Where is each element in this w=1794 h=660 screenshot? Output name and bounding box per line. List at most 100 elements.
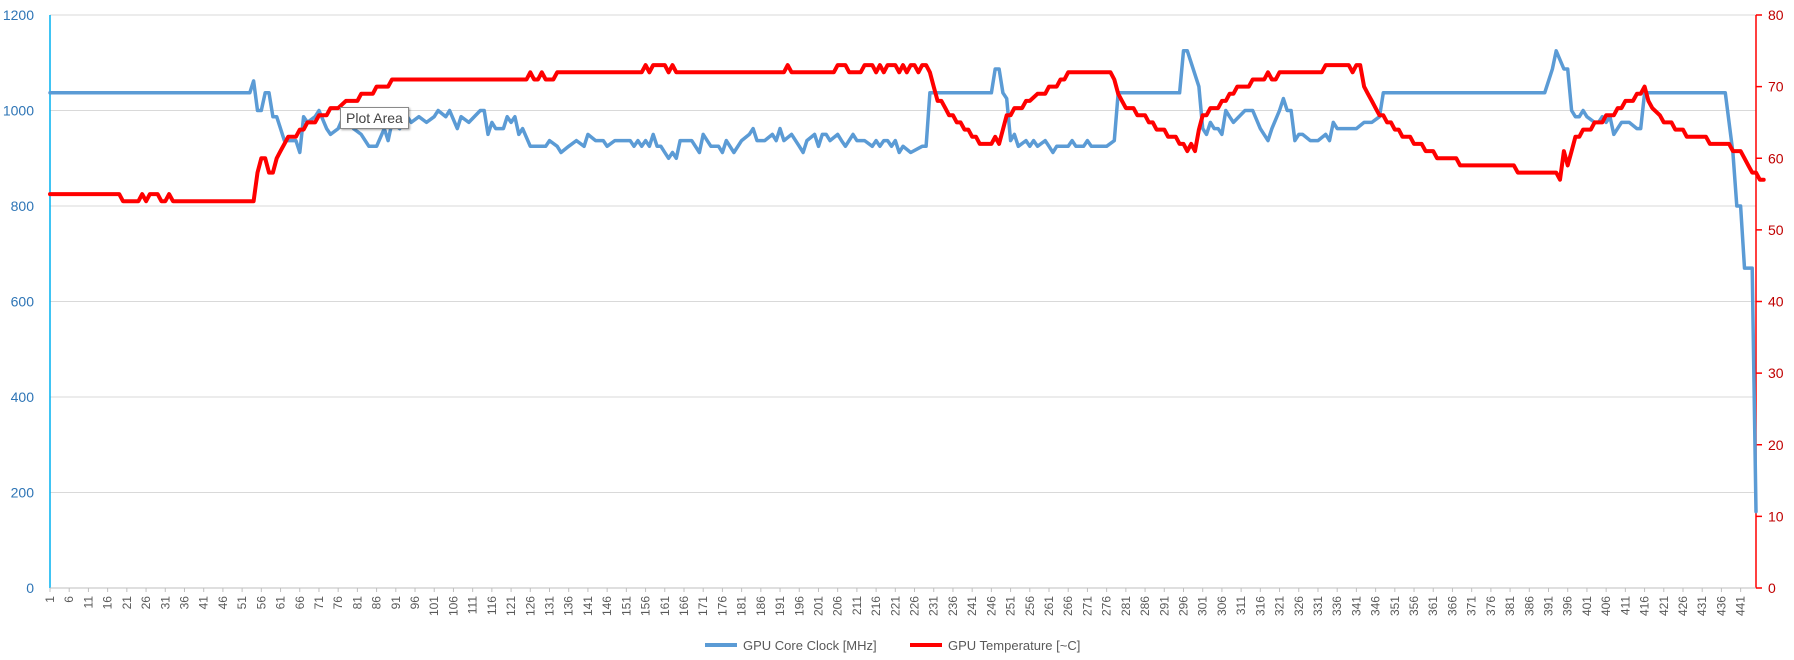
x-tick-label: 151 — [619, 596, 633, 616]
x-tick-label: 141 — [581, 596, 595, 616]
x-tick-label: 196 — [792, 596, 806, 616]
y-left-tick-label: 400 — [11, 389, 35, 405]
x-tick-label: 261 — [1042, 596, 1056, 616]
x-tick-label: 416 — [1638, 596, 1652, 616]
x-tick-label: 291 — [1157, 596, 1171, 616]
x-tick-label: 76 — [331, 596, 345, 610]
x-tick-label: 56 — [254, 596, 268, 610]
x-tick-label: 396 — [1561, 596, 1575, 616]
x-tick-label: 171 — [696, 596, 710, 616]
x-tick-label: 301 — [1196, 596, 1210, 616]
y-left-tick-label: 800 — [11, 198, 35, 214]
series-lines[interactable] — [48, 49, 1766, 514]
x-tick-label: 136 — [562, 596, 576, 616]
x-tick-label: 156 — [639, 596, 653, 616]
y-left-tick-label: 0 — [26, 580, 34, 596]
x-tick-label: 6 — [62, 596, 76, 603]
x-tick-label: 201 — [811, 596, 825, 616]
x-tick-label: 146 — [600, 596, 614, 616]
x-tick-label: 441 — [1734, 596, 1748, 616]
y-right-tick-label: 80 — [1768, 7, 1784, 23]
series-line-gpu-temperature[interactable] — [48, 63, 1766, 204]
x-tick-label: 1 — [43, 596, 57, 603]
x-tick-label: 281 — [1119, 596, 1133, 616]
x-tick-label: 186 — [754, 596, 768, 616]
y-left-tick-label: 1200 — [3, 7, 34, 23]
x-tick-label: 341 — [1349, 596, 1363, 616]
x-tick-label: 266 — [1061, 596, 1075, 616]
x-tick-label: 116 — [485, 596, 499, 615]
x-tick-label: 381 — [1503, 596, 1517, 616]
x-tick-label: 256 — [1023, 596, 1037, 616]
x-tick-label: 221 — [888, 596, 902, 616]
x-tick-label: 436 — [1714, 596, 1728, 616]
x-tick-label: 66 — [293, 596, 307, 610]
x-tick-label: 191 — [773, 596, 787, 616]
x-tick-label: 371 — [1465, 596, 1479, 616]
legend-label-clock[interactable]: GPU Core Clock [MHz] — [743, 638, 877, 653]
plot-area-tooltip: Plot Area — [340, 107, 409, 129]
x-tick-label: 426 — [1676, 596, 1690, 616]
y-right-tick-label: 0 — [1768, 580, 1776, 596]
x-tick-label: 356 — [1407, 596, 1421, 616]
legend[interactable]: GPU Core Clock [MHz] GPU Temperature [~C] — [705, 638, 1080, 653]
x-tick-label: 96 — [408, 596, 422, 610]
x-tick-label: 406 — [1599, 596, 1613, 616]
x-tick-label: 236 — [946, 596, 960, 616]
x-tick-label: 91 — [389, 596, 403, 610]
x-tick-label: 431 — [1695, 596, 1709, 616]
y-left-tick-label: 200 — [11, 485, 35, 501]
x-tick-label: 326 — [1292, 596, 1306, 616]
x-tick-label: 246 — [984, 596, 998, 616]
x-tick-label: 121 — [504, 596, 518, 616]
x-tick-label: 216 — [869, 596, 883, 616]
y-left-tick-label: 600 — [11, 294, 35, 310]
x-tick-label: 331 — [1311, 596, 1325, 616]
x-tick-label: 286 — [1138, 596, 1152, 616]
y-right-tick-label: 30 — [1768, 365, 1784, 381]
y-left-tick-label: 1000 — [3, 103, 34, 119]
legend-label-temp[interactable]: GPU Temperature [~C] — [948, 638, 1080, 653]
x-tick-label: 176 — [715, 596, 729, 616]
x-tick-label: 106 — [446, 596, 460, 616]
series-line-gpu-core-clock[interactable] — [48, 49, 1758, 514]
x-tick-label: 346 — [1369, 596, 1383, 616]
x-tick-label: 241 — [965, 596, 979, 616]
x-tick-label: 321 — [1273, 596, 1287, 616]
x-tick-label: 161 — [658, 596, 672, 616]
x-tick-label: 271 — [1080, 596, 1094, 616]
x-tick-label: 276 — [1100, 596, 1114, 616]
y-right-tick-label: 60 — [1768, 150, 1784, 166]
x-tick-label: 411 — [1618, 596, 1632, 615]
x-tick-label: 366 — [1445, 596, 1459, 616]
x-tick-label: 421 — [1657, 596, 1671, 616]
y-right-tick-label: 20 — [1768, 437, 1784, 453]
gridlines — [50, 14, 1756, 493]
x-tick-label: 41 — [197, 596, 211, 610]
x-tick-label: 251 — [1004, 596, 1018, 616]
x-tick-label: 296 — [1176, 596, 1190, 616]
x-tick-label: 376 — [1484, 596, 1498, 616]
x-tick-label: 311 — [1234, 596, 1248, 615]
x-tick-label: 181 — [735, 596, 749, 616]
y-right-tick-label: 10 — [1768, 508, 1784, 524]
x-tick-label: 336 — [1330, 596, 1344, 616]
y-right-tick-label: 70 — [1768, 79, 1784, 95]
x-tick-label: 26 — [139, 596, 153, 610]
x-tick-label: 31 — [158, 596, 172, 610]
x-tick-label: 11 — [81, 596, 95, 609]
x-tick-label: 166 — [677, 596, 691, 616]
x-tick-label: 391 — [1542, 596, 1556, 616]
x-tick-label: 101 — [427, 596, 441, 616]
x-tick-label: 46 — [216, 596, 230, 610]
x-tick-label: 16 — [101, 596, 115, 610]
y-right-tick-label: 50 — [1768, 222, 1784, 238]
x-tick-label: 351 — [1388, 596, 1402, 616]
x-tick-label: 306 — [1215, 596, 1229, 616]
x-tick-label: 131 — [543, 596, 557, 616]
x-tick-label: 386 — [1522, 596, 1536, 616]
x-tick-label: 206 — [831, 596, 845, 616]
